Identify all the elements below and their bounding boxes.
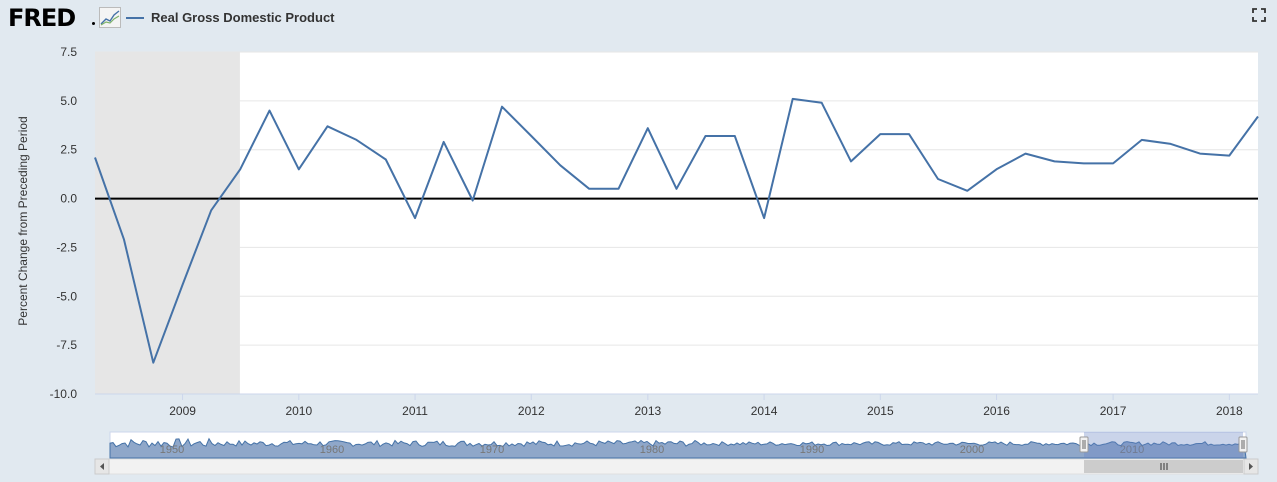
- data-point[interactable]: [1053, 160, 1056, 163]
- expand-icon[interactable]: [1252, 8, 1266, 22]
- data-point[interactable]: [820, 101, 823, 104]
- data-point[interactable]: [530, 135, 533, 138]
- data-point[interactable]: [850, 160, 853, 163]
- plot-background: [95, 52, 1258, 394]
- y-tick-label-7: -10.0: [50, 387, 78, 401]
- navigator-series-area: [109, 437, 1247, 459]
- data-point[interactable]: [763, 217, 766, 220]
- x-tick-label-6: 2015: [867, 404, 894, 418]
- data-point[interactable]: [1228, 154, 1231, 157]
- line-graph-icon[interactable]: [99, 7, 121, 28]
- x-tick-label-4: 2013: [634, 404, 661, 418]
- data-point[interactable]: [1112, 162, 1115, 165]
- fred-logo[interactable]: FRED: [8, 4, 76, 32]
- chart-legend[interactable]: Real Gross Domestic Product: [126, 10, 335, 25]
- data-point[interactable]: [646, 127, 649, 130]
- data-point[interactable]: [181, 283, 184, 286]
- data-point[interactable]: [995, 168, 998, 171]
- y-axis-title: Percent Change from Preceding Period: [16, 116, 30, 325]
- recession-band-0: [95, 52, 240, 394]
- x-tick-label-8: 2017: [1100, 404, 1127, 418]
- data-point[interactable]: [384, 158, 387, 161]
- y-tick-label-2: 2.5: [60, 143, 77, 157]
- y-tick-label-6: -7.5: [56, 338, 77, 352]
- data-point[interactable]: [704, 135, 707, 138]
- y-tick-label-0: 7.5: [60, 45, 77, 59]
- data-point[interactable]: [414, 217, 417, 220]
- data-point[interactable]: [268, 109, 271, 112]
- data-point[interactable]: [500, 105, 503, 108]
- plot-area[interactable]: 7.5 5.0 2.5 0.0 -2.5 -5.0 -7.5 -10.0 2009 2010 201…: [50, 45, 1260, 418]
- data-point[interactable]: [1169, 142, 1172, 145]
- navigator-label-4: 1990: [800, 444, 824, 456]
- navigator-label-0: 1950: [160, 444, 184, 456]
- navigator-label-1: 1960: [320, 444, 344, 456]
- data-point[interactable]: [471, 199, 474, 202]
- data-point[interactable]: [936, 178, 939, 181]
- y-tick-label-5: -5.0: [56, 289, 77, 303]
- legend-series-label: Real Gross Domestic Product: [151, 10, 335, 25]
- x-tick-label-9: 2018: [1216, 404, 1243, 418]
- navigator-label-3: 1980: [640, 444, 664, 456]
- fred-logo-dot: [92, 22, 95, 25]
- data-point[interactable]: [733, 135, 736, 138]
- chevron-left-icon: [100, 463, 104, 470]
- y-tick-label-1: 5.0: [60, 94, 77, 108]
- data-point[interactable]: [1082, 162, 1085, 165]
- data-point[interactable]: [122, 238, 125, 241]
- data-point[interactable]: [94, 156, 97, 159]
- scrollbar-track[interactable]: [94, 458, 1259, 475]
- data-point[interactable]: [966, 189, 969, 192]
- data-point[interactable]: [442, 140, 445, 143]
- data-point[interactable]: [675, 187, 678, 190]
- navigator-label-5: 2000: [960, 444, 984, 456]
- legend-swatch: [126, 16, 144, 19]
- data-point[interactable]: [239, 168, 242, 171]
- data-point[interactable]: [1257, 115, 1260, 118]
- navigator-label-2: 1970: [480, 444, 504, 456]
- x-tick-label-2: 2011: [402, 404, 428, 418]
- data-point[interactable]: [355, 138, 358, 141]
- navigator-selection[interactable]: [1084, 432, 1243, 458]
- data-point[interactable]: [879, 133, 882, 136]
- x-tick-label-7: 2016: [983, 404, 1010, 418]
- x-tick-label-3: 2012: [518, 404, 545, 418]
- navigator-label-6: 2010: [1120, 444, 1144, 456]
- x-tick-label-1: 2010: [285, 404, 312, 418]
- data-point[interactable]: [1140, 138, 1143, 141]
- x-tick-label-0: 2009: [169, 404, 196, 418]
- data-point[interactable]: [791, 97, 794, 100]
- y-tick-label-4: -2.5: [56, 240, 77, 254]
- navigator-handle-left[interactable]: [1079, 436, 1089, 453]
- data-point[interactable]: [559, 164, 562, 167]
- x-tick-label-5: 2014: [751, 404, 778, 418]
- chart-header: FRED Real Gross Domestic Product: [0, 0, 1277, 38]
- data-point[interactable]: [297, 168, 300, 171]
- chevron-right-icon: [1249, 463, 1253, 470]
- data-point[interactable]: [210, 209, 213, 212]
- navigator-handle-right[interactable]: [1238, 436, 1248, 453]
- data-point[interactable]: [907, 133, 910, 136]
- y-tick-label-3: 0.0: [60, 192, 77, 206]
- data-point[interactable]: [617, 187, 620, 190]
- data-point[interactable]: [588, 187, 591, 190]
- navigator[interactable]: 1950 1960 1970 1980 1990 2000 2010: [94, 431, 1259, 475]
- data-point[interactable]: [1024, 152, 1027, 155]
- data-point[interactable]: [1199, 152, 1202, 155]
- data-point[interactable]: [326, 125, 329, 128]
- series-line-0[interactable]: [94, 97, 1259, 364]
- data-point[interactable]: [152, 361, 155, 364]
